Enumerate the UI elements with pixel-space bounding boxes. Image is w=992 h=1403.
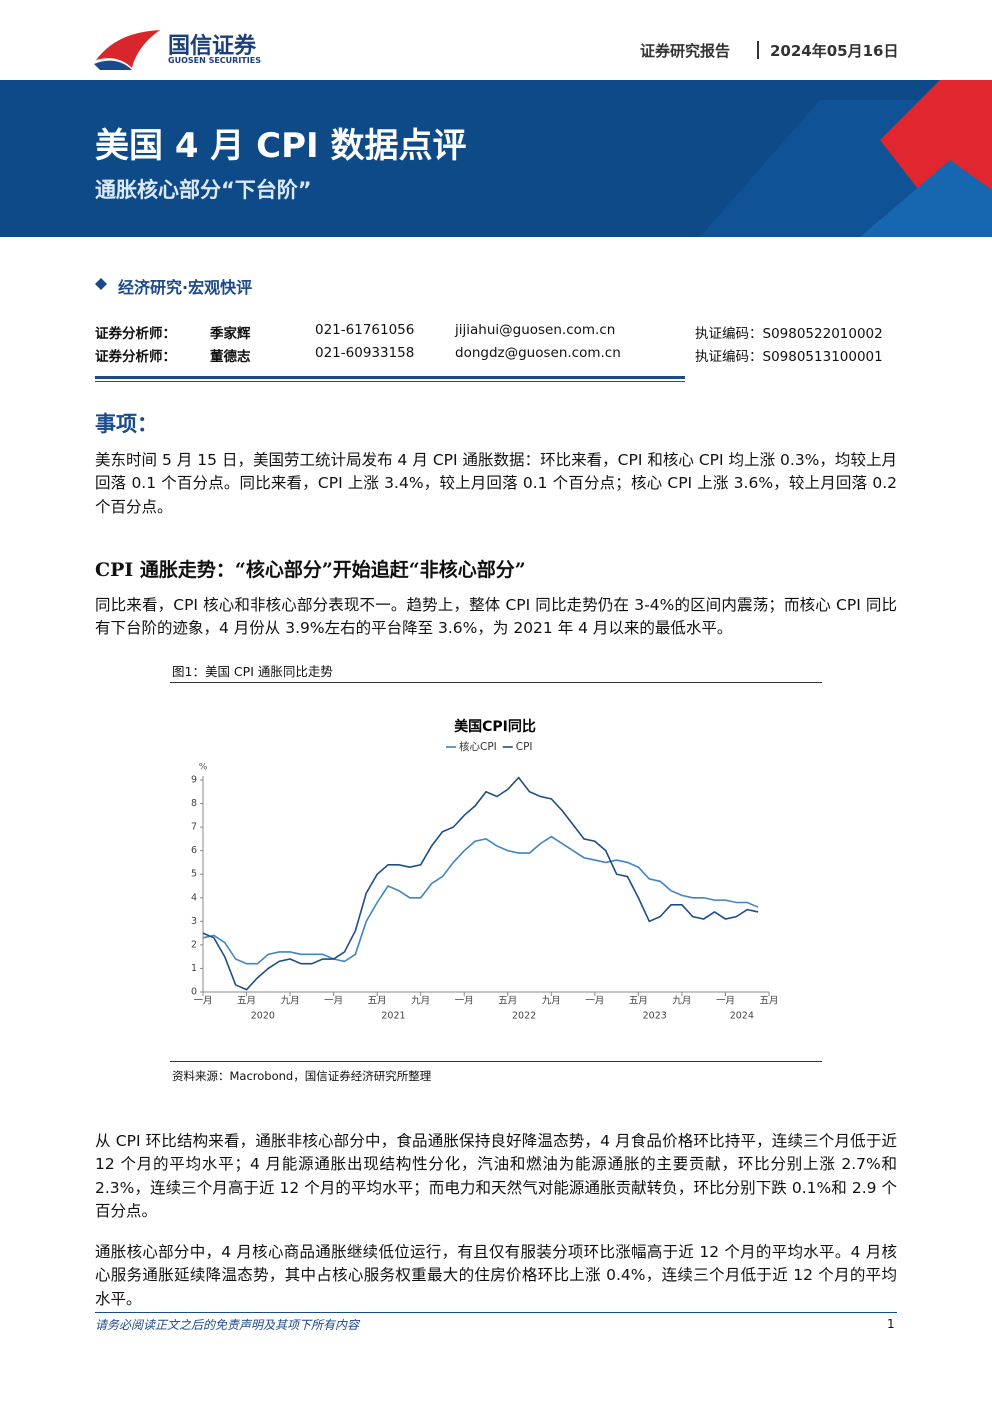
figure-caption: 图1：美国 CPI 通胀同比走势 (172, 664, 333, 679)
x-tick-label: 五月 (759, 996, 778, 1007)
report-date: 2024年05月16日 (770, 42, 899, 60)
section-heading: 事项： (95, 412, 158, 436)
y-tick-label: 3 (191, 916, 197, 927)
rule (170, 682, 822, 683)
y-tick-label: 0 (191, 987, 197, 998)
paragraph: 同比来看，CPI 核心和非核心部分表现不一。趋势上，整体 CPI 同比走势仍在 … (95, 596, 897, 638)
analyst-name: 董德志 (210, 349, 251, 365)
brand: 国信证券 (168, 34, 257, 59)
y-tick-label: 8 (191, 798, 197, 809)
analyst-phone: 021-61761056 (315, 322, 415, 338)
series-line (202, 835, 759, 965)
y-tick-label: 1 (191, 963, 197, 974)
banner-shape (860, 160, 992, 237)
banner-shapes (700, 80, 992, 237)
x-group-label: 2020 (251, 1011, 275, 1022)
paragraph: 从 CPI 环比结构来看，通胀非核心部分中，食品通胀保持良好降温态势，4 月食品… (95, 1132, 897, 1220)
logo-mark (94, 30, 160, 70)
separator (757, 41, 759, 59)
x-tick-label: 五月 (629, 996, 648, 1007)
x-tick-label: 九月 (672, 995, 691, 1007)
y-tick-label: 6 (191, 845, 197, 856)
figure-source: 资料来源：Macrobond，国信证券经济研究所整理 (172, 1069, 432, 1083)
logo-blue (94, 60, 132, 70)
section-heading: CPI 通胀走势：“核心部分”开始追赶“非核心部分” (95, 559, 526, 581)
y-tick-label: 5 (191, 869, 197, 880)
y-tick-label: 4 (191, 892, 197, 903)
page-number: 1 (887, 1317, 895, 1331)
y-tick-label: 7 (191, 822, 197, 833)
x-tick-label: 一月 (585, 996, 604, 1007)
x-tick-label: 九月 (411, 995, 430, 1007)
chart-title: 美国CPI同比 (454, 718, 536, 735)
report-title: 美国 4 月 CPI 数据点评 (95, 126, 467, 166)
analyst-role: 证券分析师： (95, 349, 176, 365)
chart: 美国CPI同比 % 0 1 2 3 4 5 6 7 8 9 一月 五月 九月 一月 五月 九月 一月 五月 九月 一月… (191, 718, 779, 1022)
series-line (202, 776, 759, 991)
x-group-label: 2023 (643, 1011, 667, 1022)
x-tick-label: 五月 (237, 996, 256, 1007)
analyst-email: dongdz@guosen.com.cn (455, 345, 621, 361)
legend-label: 核心CPI (459, 740, 497, 753)
analyst-email: jijiahui@guosen.com.cn (455, 322, 616, 338)
x-tick-label: 一月 (716, 996, 735, 1007)
y-tick-label: 9 (191, 775, 197, 786)
paragraph: 通胀核心部分中，4 月核心商品通胀继续低位运行，有且仅有服装分项环比涨幅高于近 … (95, 1243, 897, 1308)
x-group-label: 2022 (512, 1011, 536, 1022)
paragraph: 美东时间 5 月 15 日，美国劳工统计局发布 4 月 CPI 通胀数据：环比来… (95, 451, 897, 516)
report-subtitle: 通胀核心部分“下台阶” (95, 178, 312, 202)
x-tick-label: 五月 (368, 996, 387, 1007)
y-axis-label: % (199, 763, 208, 773)
analyst-name: 季家辉 (210, 326, 251, 342)
x-group-label: 2024 (730, 1011, 754, 1022)
analyst-phone: 021-60933158 (315, 345, 415, 361)
legend-label: CPI (516, 741, 533, 753)
rule (95, 381, 685, 382)
diamond-icon (95, 278, 107, 290)
rule (170, 1061, 822, 1062)
x-tick-label: 五月 (498, 996, 517, 1007)
y-tick-label: 2 (191, 939, 197, 950)
logo-red (96, 30, 160, 68)
rule (95, 1312, 897, 1313)
category: 经济研究·宏观快评 (118, 278, 253, 297)
x-tick-label: 一月 (455, 996, 474, 1007)
disclaimer: 请务必阅读正文之后的免责声明及其项下所有内容 (95, 1318, 360, 1332)
x-tick-label: 一月 (324, 996, 343, 1007)
x-group-label: 2021 (381, 1011, 405, 1022)
rule (95, 376, 685, 379)
brand-en: GUOSEN SECURITIES (168, 56, 261, 65)
analyst-role: 证券分析师： (95, 326, 176, 342)
x-tick-label: 一月 (193, 996, 212, 1007)
banner: 美国 4 月 CPI 数据点评 通胀核心部分“下台阶” (0, 80, 992, 237)
report-type: 证券研究报告 (640, 42, 731, 60)
diamond (95, 278, 107, 290)
analyst-cert: 执证编码：S0980513100001 (695, 349, 883, 365)
x-tick-label: 九月 (542, 995, 561, 1007)
x-tick-label: 九月 (281, 995, 300, 1007)
analyst-cert: 执证编码：S0980522010002 (695, 326, 883, 342)
